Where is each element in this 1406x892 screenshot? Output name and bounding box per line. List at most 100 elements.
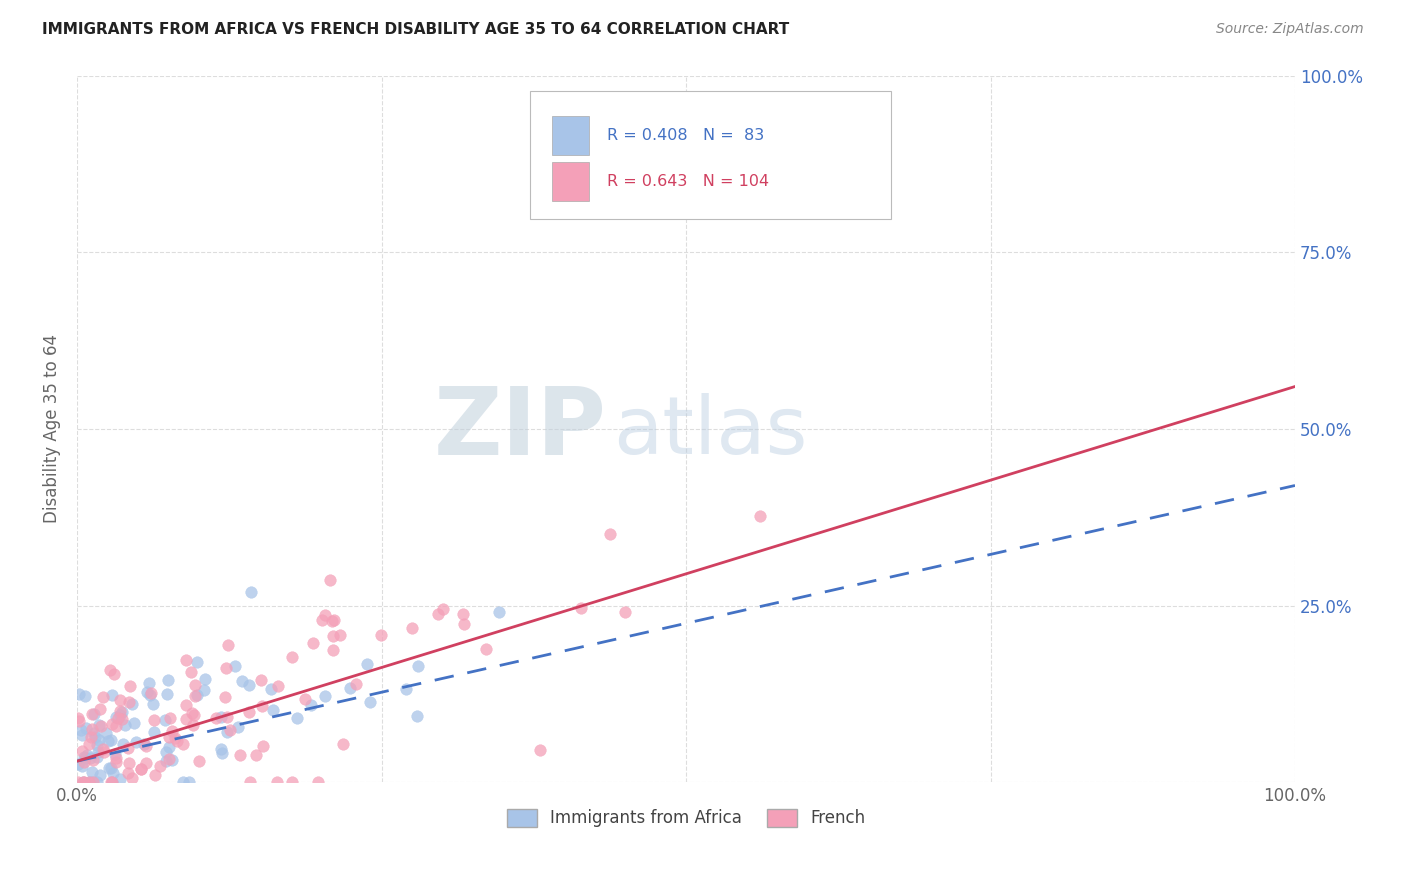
Point <box>73 689 96 703</box>
Point <box>66 757 89 772</box>
Point <box>599 526 621 541</box>
Point <box>157 751 180 765</box>
Point <box>121 697 143 711</box>
Point <box>215 710 238 724</box>
Point <box>281 775 304 789</box>
Point <box>250 673 273 687</box>
Point <box>118 695 141 709</box>
Point <box>90 719 112 733</box>
Point <box>73 775 96 789</box>
Point <box>80 775 103 789</box>
Point <box>80 722 103 736</box>
Point <box>73 755 96 769</box>
Point <box>240 585 263 599</box>
Point <box>93 745 115 759</box>
Point <box>179 775 201 789</box>
Point <box>307 775 329 789</box>
Point <box>70 728 93 742</box>
Point <box>314 607 336 622</box>
Point <box>294 692 316 706</box>
Point <box>96 726 118 740</box>
Point <box>183 690 205 704</box>
Point <box>181 706 204 721</box>
Point <box>311 613 333 627</box>
Point <box>315 690 337 704</box>
Point <box>211 746 233 760</box>
Point <box>67 714 90 729</box>
FancyBboxPatch shape <box>530 91 890 219</box>
Point <box>406 708 429 723</box>
Point <box>183 707 205 722</box>
Point <box>432 602 454 616</box>
Point <box>125 735 148 749</box>
Point <box>89 768 111 782</box>
Point <box>129 763 152 777</box>
Point <box>121 771 143 785</box>
Point <box>285 711 308 725</box>
Point <box>105 755 128 769</box>
Point <box>224 659 246 673</box>
Point <box>238 706 260 720</box>
Point <box>252 698 274 713</box>
Point <box>67 775 90 789</box>
Point <box>453 607 475 621</box>
Point <box>83 707 105 722</box>
Point <box>529 743 551 757</box>
Point <box>143 725 166 739</box>
Point <box>231 673 253 688</box>
Point <box>83 726 105 740</box>
Point <box>110 705 132 719</box>
Point <box>87 732 110 747</box>
Point <box>319 574 342 588</box>
Point <box>239 775 262 789</box>
Point <box>80 731 103 745</box>
Point <box>67 687 90 701</box>
Point <box>100 732 122 747</box>
Point <box>91 690 114 705</box>
Point <box>118 679 141 693</box>
Point <box>176 698 198 712</box>
Point <box>89 702 111 716</box>
Point <box>166 733 188 747</box>
Text: IMMIGRANTS FROM AFRICA VS FRENCH DISABILITY AGE 35 TO 64 CORRELATION CHART: IMMIGRANTS FROM AFRICA VS FRENCH DISABIL… <box>42 22 789 37</box>
Point <box>215 660 238 674</box>
Text: R = 0.408   N =  83: R = 0.408 N = 83 <box>607 128 763 143</box>
Point <box>136 685 159 699</box>
Point <box>77 775 100 789</box>
Point <box>356 657 378 672</box>
Point <box>86 750 108 764</box>
Point <box>79 751 101 765</box>
Point <box>215 724 238 739</box>
Point <box>322 642 344 657</box>
Point <box>67 711 90 725</box>
Point <box>105 719 128 733</box>
Point <box>117 765 139 780</box>
Point <box>155 754 177 768</box>
Point <box>186 688 208 702</box>
Point <box>143 714 166 728</box>
Point <box>80 707 103 722</box>
Point <box>260 681 283 696</box>
Point <box>101 775 124 789</box>
Point <box>117 741 139 756</box>
Point <box>226 720 249 734</box>
Point <box>104 751 127 765</box>
Point <box>108 705 131 719</box>
Point <box>217 638 239 652</box>
Point <box>209 710 232 724</box>
Point <box>321 614 343 628</box>
Point <box>142 697 165 711</box>
Point <box>111 737 134 751</box>
Point <box>245 747 267 762</box>
Point <box>84 730 107 744</box>
Point <box>76 748 98 763</box>
Point <box>157 740 180 755</box>
Point <box>155 745 177 759</box>
Point <box>97 734 120 748</box>
Point <box>70 744 93 758</box>
Point <box>129 762 152 776</box>
Point <box>281 650 304 665</box>
Point <box>80 765 103 780</box>
Point <box>344 677 367 691</box>
Point <box>87 718 110 732</box>
